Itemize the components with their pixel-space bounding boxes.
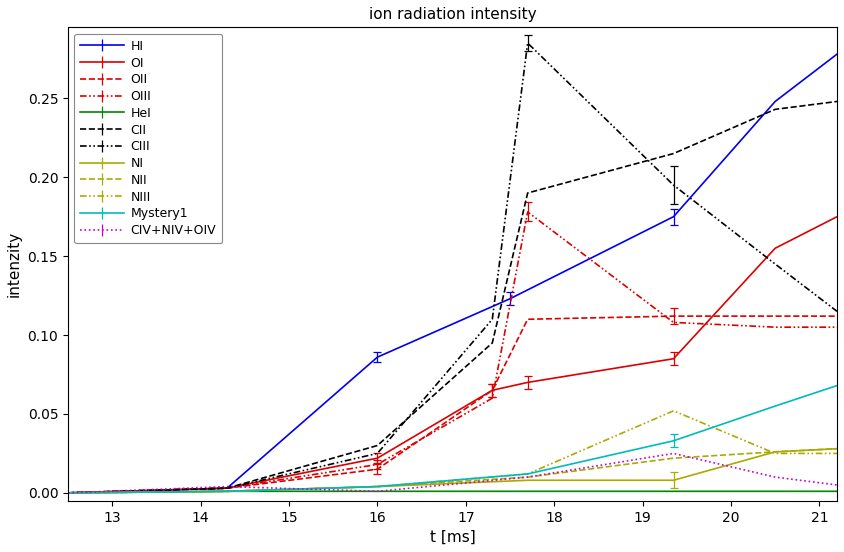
Legend: HI, OI, OII, OIII, HeI, CII, CIII, NI, NII, NIII, Mystery1, CIV+NIV+OIV: HI, OI, OII, OIII, HeI, CII, CIII, NI, N… [74, 34, 222, 243]
X-axis label: t [ms]: t [ms] [430, 530, 475, 545]
Y-axis label: intenzity: intenzity [7, 231, 22, 297]
Title: ion radiation intensity: ion radiation intensity [369, 7, 536, 22]
